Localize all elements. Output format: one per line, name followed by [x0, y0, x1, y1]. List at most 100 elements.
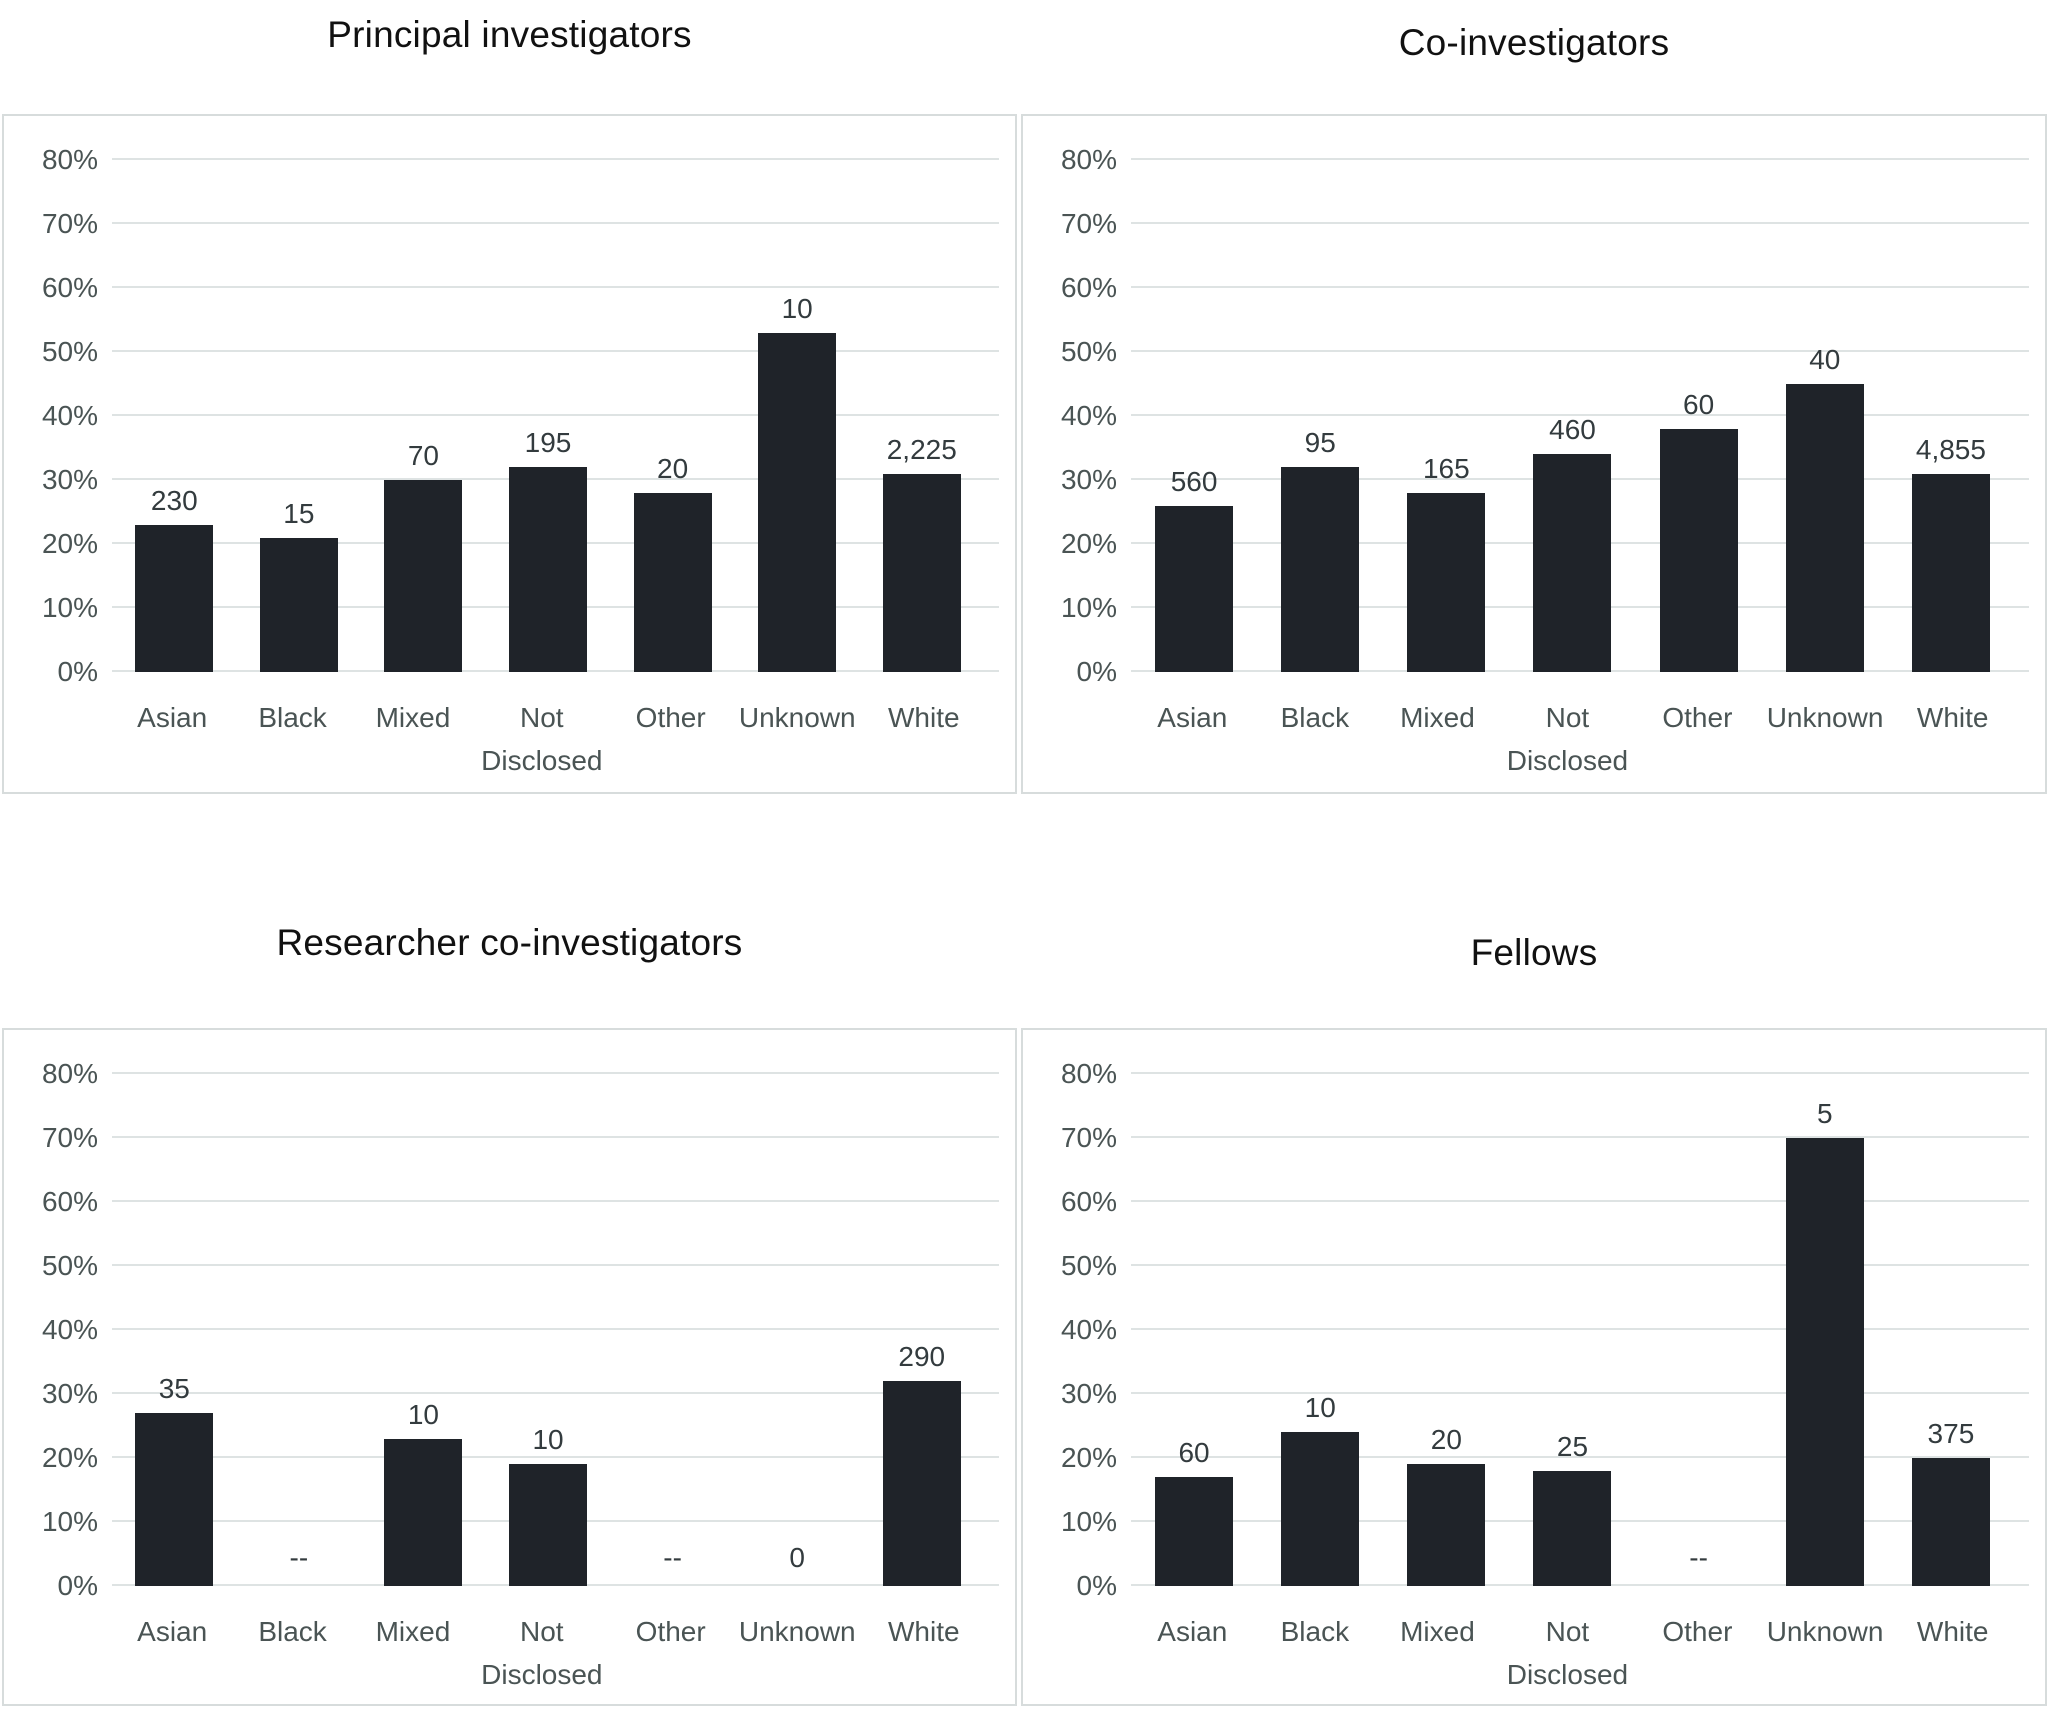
bar-slot-asian: 560 [1131, 160, 1257, 672]
bar-slot-unknown: 10 [735, 160, 860, 672]
category-label: White [888, 702, 960, 733]
value-label: 40 [1809, 344, 1841, 375]
y-tick-label: 40% [41, 400, 98, 431]
bar [882, 1381, 961, 1586]
category-label: Not Disclosed [481, 1616, 603, 1691]
value-label: 5 [1816, 1098, 1833, 1129]
bar [1407, 1464, 1486, 1586]
gridline [1131, 414, 2029, 416]
bar [758, 332, 837, 672]
bar-slot-black: -- [237, 1074, 362, 1586]
bar [1155, 1477, 1234, 1586]
x-axis-category-labels: Asian Black Mixed Not Disclosed Other Unknown… [112, 696, 999, 783]
bar-slot-other: 60 [1636, 160, 1762, 672]
bar-slot-black: 95 [1257, 160, 1383, 672]
category-label: Not Disclosed [1506, 1616, 1629, 1691]
value-label: 60 [1683, 388, 1715, 420]
value-label: 230 [150, 484, 198, 516]
bar [384, 480, 463, 672]
plot-area: 35 -- 10 10 -- 0 290 [112, 1072, 999, 1586]
y-tick-label: 10% [1060, 1506, 1117, 1537]
chart-title-co-investigators: Co-investigators [1398, 22, 1670, 63]
y-tick-label: 20% [1060, 1442, 1117, 1473]
bar-slot-not-disclosed: 10 [486, 1074, 611, 1586]
bar [135, 524, 214, 672]
y-tick-label: 10% [41, 592, 98, 623]
x-axis-category-labels: Asian Black Mixed Not Disclosed Other Unknown… [112, 1610, 999, 1697]
category-label: White [1916, 702, 1989, 733]
bar [1155, 505, 1234, 672]
value-label: 375 [1927, 1418, 1975, 1449]
bar [1533, 454, 1612, 672]
gridline [112, 1072, 999, 1074]
category-label: Asian [1157, 1616, 1228, 1647]
gridline [1131, 1136, 2029, 1138]
gridline [1131, 158, 2029, 160]
bars-container: 230 15 70 195 20 10 2,225 [112, 160, 984, 672]
value-label: 60 [1178, 1437, 1210, 1469]
category-label: Asian [137, 1616, 208, 1647]
y-tick-label: 10% [1060, 592, 1117, 623]
bar-slot-not-disclosed: 460 [1509, 160, 1635, 672]
gridline [1131, 1328, 2029, 1330]
y-tick-label: 60% [41, 1186, 98, 1217]
bar-slot-unknown: 40 [1762, 160, 1888, 672]
y-tick-label: 50% [41, 1250, 98, 1281]
bar-slot-asian: 230 [112, 160, 237, 672]
plot-area: 560 95 165 460 60 40 4,855 [1131, 158, 2029, 672]
bar-slot-white: 290 [859, 1074, 984, 1586]
gridline [112, 1264, 999, 1266]
category-label: White [888, 1616, 960, 1647]
gridline [1131, 1456, 2029, 1458]
gridline [1131, 1264, 2029, 1266]
y-tick-label: 20% [41, 1442, 98, 1473]
bar-slot-white: 375 [1888, 1074, 2014, 1586]
bar-slot-mixed: 20 [1383, 1074, 1509, 1586]
y-tick-label: 80% [1060, 1058, 1117, 1089]
y-tick-label: 0% [1076, 1570, 1117, 1601]
category-label: Mixed [1400, 702, 1475, 733]
value-label: 2,225 [886, 433, 957, 465]
bar-slot-other: 20 [610, 160, 735, 672]
y-tick-label: 70% [41, 1122, 98, 1153]
category-label: Unknown [738, 1616, 856, 1647]
bar-slot-black: 10 [1257, 1074, 1383, 1586]
value-label: 10 [1304, 1392, 1336, 1424]
bar [135, 1413, 214, 1586]
bar [1659, 428, 1738, 672]
category-label: Unknown [1766, 702, 1884, 733]
bar [1533, 1470, 1612, 1586]
y-tick-label: 40% [1060, 400, 1117, 431]
value-label: 0 [789, 1542, 805, 1573]
value-label: -- [663, 1542, 682, 1573]
y-axis-tick-labels: 0% 10% 20% 30% 40% 50% 60% 70% 80% [4, 146, 98, 686]
value-label: 290 [898, 1341, 946, 1373]
x-axis-category-labels: Asian Black Mixed Not Disclosed Other Unknown… [1131, 1610, 2029, 1697]
category-label: Mixed [375, 1616, 451, 1647]
gridline [112, 1456, 999, 1458]
y-tick-label: 80% [1060, 144, 1117, 175]
category-label: Other [1662, 1616, 1733, 1647]
bar [882, 473, 961, 672]
bar [1785, 384, 1864, 672]
chart-panel-co-investigators: 0% 10% 20% 30% 40% 50% 60% 70% 80% 560 95 165 460 60… [1021, 114, 2047, 794]
y-tick-label: 30% [1060, 1378, 1117, 1409]
bar [633, 492, 712, 672]
y-tick-label: 50% [1060, 1250, 1117, 1281]
y-tick-label: 40% [1060, 1314, 1117, 1345]
bar-slot-asian: 35 [112, 1074, 237, 1586]
y-tick-label: 0% [1076, 656, 1117, 687]
value-label: 15 [283, 497, 315, 529]
y-tick-label: 60% [41, 272, 98, 303]
gridline [112, 1200, 999, 1202]
value-label: 25 [1556, 1430, 1589, 1462]
category-label: Black [1280, 1616, 1350, 1647]
bar-slot-unknown: 5 [1762, 1074, 1888, 1586]
value-label: 4,855 [1915, 433, 1986, 465]
x-axis-category-labels: Asian Black Mixed Not Disclosed Other Unknown… [1131, 696, 2029, 783]
chart-panel-fellows: 0% 10% 20% 30% 40% 50% 60% 70% 80% 60 10 20 25 -- 5 37… [1021, 1028, 2047, 1706]
gridline [1131, 1200, 2029, 1202]
y-axis-tick-labels: 0% 10% 20% 30% 40% 50% 60% 70% 80% [1023, 1060, 1117, 1600]
gridline [1131, 222, 2029, 224]
